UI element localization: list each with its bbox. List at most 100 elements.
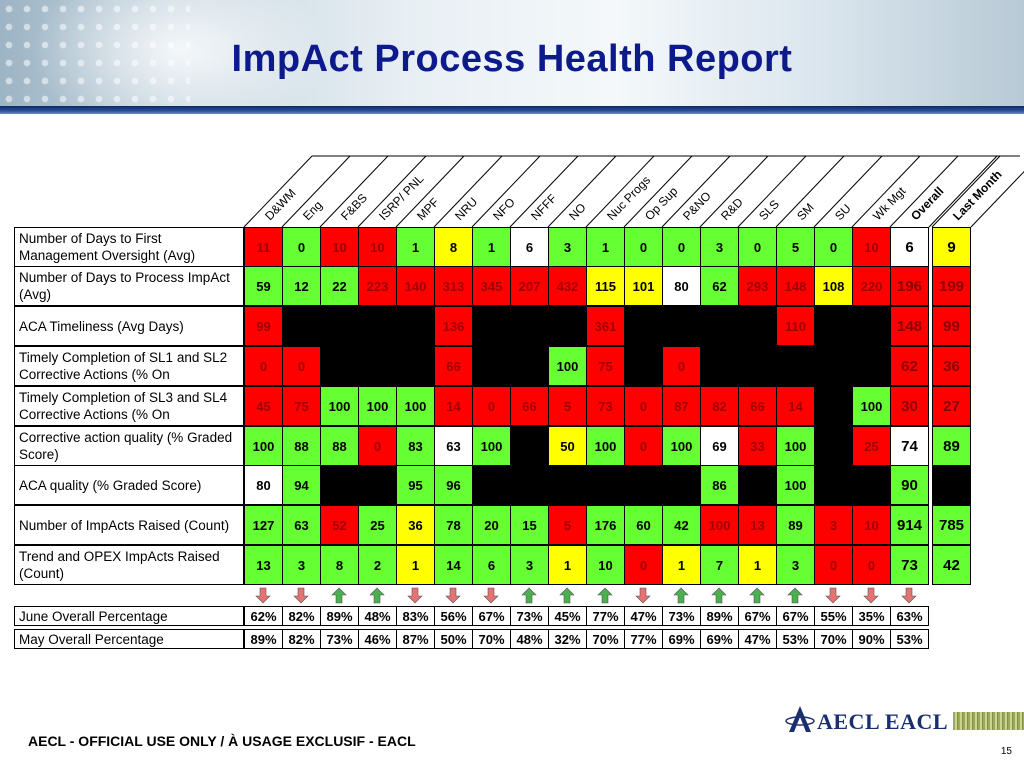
header-divider-isrp-pnl — [357, 155, 427, 228]
cell-last-month-row-3: 36 — [932, 346, 971, 386]
cell-sls-row-7: 13 — [738, 505, 777, 545]
june-pct-wk-mgt: 35% — [852, 606, 891, 626]
cell-nuc-progs-row-6 — [586, 465, 625, 505]
cell-nfo-row-8: 6 — [472, 545, 511, 585]
cell-nfo-row-6 — [472, 465, 511, 505]
cell-mpf-row-7: 36 — [396, 505, 435, 545]
cell-r-d-row-0: 3 — [700, 227, 739, 267]
cell-isrp-pnl-row-1: 223 — [358, 266, 397, 306]
cell-d-wm-row-5: 100 — [244, 426, 283, 466]
header-divider-nru — [433, 155, 503, 228]
cell-sm-row-8: 3 — [776, 545, 815, 585]
cell-overall-row-3: 62 — [890, 346, 929, 386]
up-arrow-icon-sls — [749, 587, 765, 604]
header-divider-sls — [737, 155, 807, 228]
cell-overall-row-8: 73 — [890, 545, 929, 585]
cell-wk-mgt-row-4: 100 — [852, 386, 891, 426]
cell-mpf-row-3 — [396, 346, 435, 386]
header-divider-d-wm — [243, 155, 313, 228]
classification-notice: AECL - OFFICIAL USE ONLY / À USAGE EXCLU… — [28, 733, 416, 749]
cell-sm-row-5: 100 — [776, 426, 815, 466]
up-arrow-icon-f-bs — [331, 587, 347, 604]
cell-sm-row-0: 5 — [776, 227, 815, 267]
cell-su-row-1: 108 — [814, 266, 853, 306]
cell-wk-mgt-row-3 — [852, 346, 891, 386]
may-overall-label: May Overall Percentage — [14, 629, 244, 649]
cell-op-sup-row-6 — [624, 465, 663, 505]
may-pct-su: 70% — [814, 629, 853, 649]
down-arrow-icon-nfo — [483, 587, 499, 604]
cell-wk-mgt-row-2 — [852, 306, 891, 346]
cell-f-bs-row-0: 10 — [320, 227, 359, 267]
cell-nfo-row-7: 20 — [472, 505, 511, 545]
cell-isrp-pnl-row-3 — [358, 346, 397, 386]
cell-nfo-row-1: 345 — [472, 266, 511, 306]
cell-sls-row-1: 293 — [738, 266, 777, 306]
cell-p-no-row-2 — [662, 306, 701, 346]
cell-sm-row-1: 148 — [776, 266, 815, 306]
cell-nfff-row-4: 66 — [510, 386, 549, 426]
cell-r-d-row-3 — [700, 346, 739, 386]
cell-eng-row-4: 75 — [282, 386, 321, 426]
header-divider-overall — [889, 155, 959, 228]
cell-r-d-row-2 — [700, 306, 739, 346]
header-divider — [0, 106, 1024, 114]
cell-wk-mgt-row-1: 220 — [852, 266, 891, 306]
cell-isrp-pnl-row-2 — [358, 306, 397, 346]
cell-mpf-row-8: 1 — [396, 545, 435, 585]
cell-nuc-progs-row-5: 100 — [586, 426, 625, 466]
cell-f-bs-row-3 — [320, 346, 359, 386]
cell-mpf-row-1: 140 — [396, 266, 435, 306]
cell-d-wm-row-0: 11 — [244, 227, 283, 267]
cell-nfo-row-4: 0 — [472, 386, 511, 426]
health-report-table: Number of Days to First Management Overs… — [14, 227, 971, 585]
june-pct-eng: 82% — [282, 606, 321, 626]
cell-op-sup-row-0: 0 — [624, 227, 663, 267]
cell-f-bs-row-7: 52 — [320, 505, 359, 545]
may-pct-nfff: 48% — [510, 629, 549, 649]
header-divider-op-sup — [623, 155, 693, 228]
cell-isrp-pnl-row-4: 100 — [358, 386, 397, 426]
cell-eng-row-0: 0 — [282, 227, 321, 267]
cell-overall-row-5: 74 — [890, 426, 929, 466]
june-pct-p-no: 73% — [662, 606, 701, 626]
may-pct-eng: 82% — [282, 629, 321, 649]
cell-nfff-row-2 — [510, 306, 549, 346]
header-divider-nfff — [509, 155, 579, 228]
cell-isrp-pnl-row-7: 25 — [358, 505, 397, 545]
cell-f-bs-row-8: 8 — [320, 545, 359, 585]
cell-nru-row-4: 14 — [434, 386, 473, 426]
may-pct-wk-mgt: 90% — [852, 629, 891, 649]
june-pct-sls: 67% — [738, 606, 777, 626]
cell-p-no-row-5: 100 — [662, 426, 701, 466]
cell-nfo-row-0: 1 — [472, 227, 511, 267]
row-label-6: ACA quality (% Graded Score) — [14, 465, 244, 505]
cell-no-row-8: 1 — [548, 545, 587, 585]
cell-mpf-row-0: 1 — [396, 227, 435, 267]
cell-overall-row-2: 148 — [890, 306, 929, 346]
cell-f-bs-row-2 — [320, 306, 359, 346]
cell-r-d-row-8: 7 — [700, 545, 739, 585]
may-pct-mpf: 87% — [396, 629, 435, 649]
row-label-1: Number of Days to Process ImpAct (Avg) — [14, 266, 244, 306]
cell-sls-row-0: 0 — [738, 227, 777, 267]
may-pct-isrp-pnl: 46% — [358, 629, 397, 649]
june-pct-isrp-pnl: 48% — [358, 606, 397, 626]
cell-eng-row-6: 94 — [282, 465, 321, 505]
header-divider-eng — [281, 155, 351, 228]
cell-nuc-progs-row-1: 115 — [586, 266, 625, 306]
cell-no-row-1: 432 — [548, 266, 587, 306]
header-divider-wk-mgt — [851, 155, 921, 228]
cell-f-bs-row-1: 22 — [320, 266, 359, 306]
cell-no-row-6 — [548, 465, 587, 505]
header-divider-f-bs — [319, 155, 389, 228]
cell-p-no-row-8: 1 — [662, 545, 701, 585]
june-overall-label: June Overall Percentage — [14, 606, 244, 626]
row-label-7: Number of ImpActs Raised (Count) — [14, 505, 244, 545]
down-arrow-icon-eng — [293, 587, 309, 604]
cell-nuc-progs-row-0: 1 — [586, 227, 625, 267]
cell-sls-row-8: 1 — [738, 545, 777, 585]
header-divider-su — [813, 155, 883, 228]
june-pct-mpf: 83% — [396, 606, 435, 626]
logo-stripe — [953, 712, 1024, 730]
